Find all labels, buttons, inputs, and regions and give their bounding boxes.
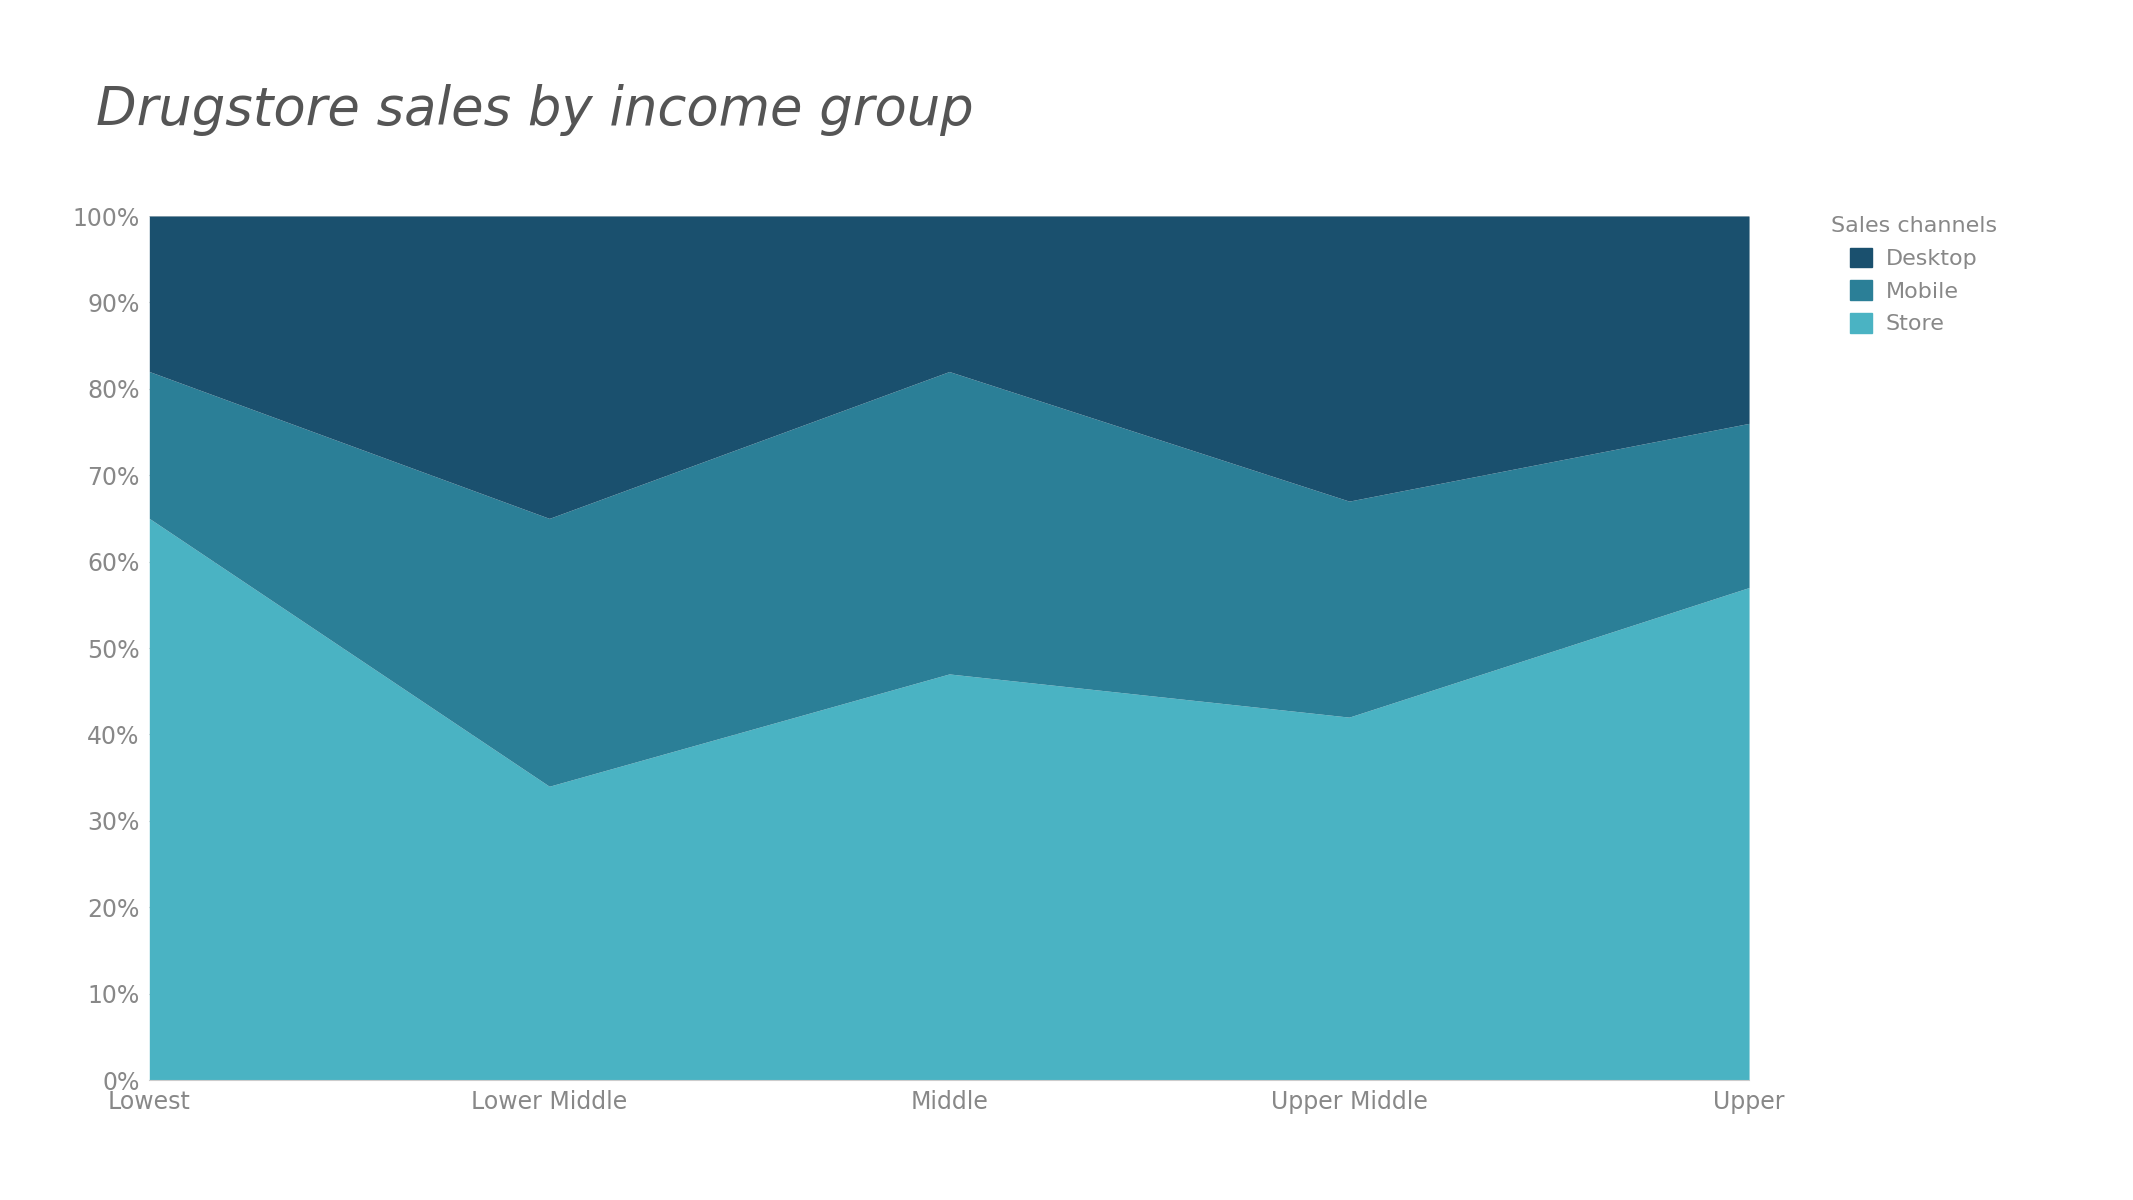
Text: Drugstore sales by income group: Drugstore sales by income group (96, 84, 973, 136)
Legend: Desktop, Mobile, Store: Desktop, Mobile, Store (1824, 210, 2003, 341)
